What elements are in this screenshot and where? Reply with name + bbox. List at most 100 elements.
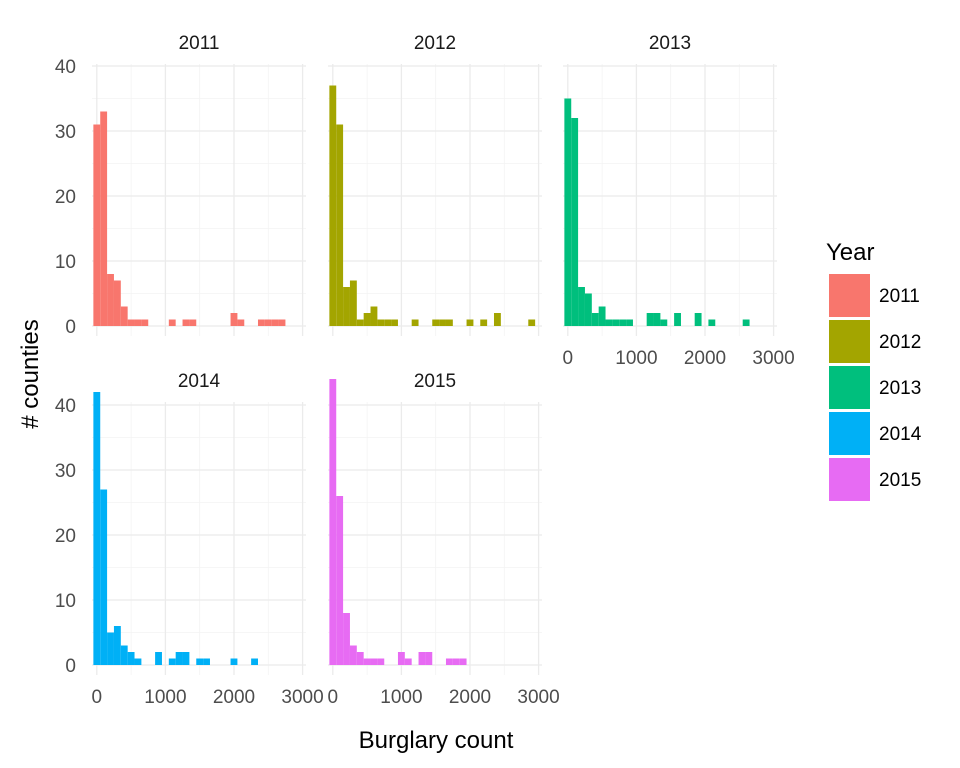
histogram-bar (363, 313, 371, 326)
histogram-bar (397, 652, 405, 665)
x-tick-label: 3000 (752, 348, 794, 369)
histogram-bar (445, 658, 453, 665)
histogram-bar (155, 652, 162, 665)
histogram-bar (480, 319, 488, 326)
histogram-bar (278, 319, 286, 326)
histogram-bar (356, 652, 364, 665)
facet-panel-2011: 2011 0 10 20 30 40 (55, 33, 306, 338)
legend-key-label: 2011 (879, 286, 920, 307)
histogram-bar (445, 319, 453, 326)
histogram-bar (363, 658, 371, 665)
histogram-bar (578, 287, 585, 326)
histogram-bar (452, 658, 460, 665)
histogram-bar (564, 98, 572, 326)
histogram-bar (384, 319, 392, 326)
histogram-bar (493, 313, 501, 326)
histogram-bar (674, 313, 681, 326)
x-tick-label: 3000 (517, 687, 559, 708)
legend-key-label: 2013 (879, 378, 921, 399)
histogram-bar (120, 306, 128, 326)
x-tick-label: 0 (328, 687, 339, 708)
y-axis-title: # counties (17, 319, 44, 428)
legend-key-swatch (829, 274, 870, 317)
histogram-bar (134, 319, 142, 326)
histogram-bar (251, 658, 258, 665)
y-tick-label: 20 (55, 526, 76, 547)
y-tick-label: 30 (55, 461, 76, 482)
legend: Year 2011 2012 2013 2014 2015 (826, 239, 922, 501)
x-tick-label: 0 (92, 687, 103, 708)
y-tick-label: 20 (55, 187, 76, 208)
histogram-bar (175, 652, 183, 665)
histogram-bar (182, 652, 190, 665)
x-tick-label: 2000 (684, 348, 726, 369)
histogram-bar (694, 313, 702, 326)
histogram-bar (377, 658, 385, 665)
histogram-bar (411, 319, 419, 326)
histogram-bar (336, 124, 344, 326)
legend-key-swatch (829, 458, 870, 501)
histogram-bar (100, 111, 108, 326)
histogram-bar (528, 319, 536, 326)
y-tick-label: 40 (55, 396, 76, 417)
histogram-bar (571, 118, 579, 326)
histogram-bar (377, 319, 385, 326)
legend-key-label: 2015 (879, 470, 921, 491)
histogram-bar (113, 626, 121, 665)
histogram-bar (127, 319, 135, 326)
histogram-bar (203, 658, 210, 665)
x-axis-title: Burglary count (359, 727, 514, 754)
facet-strip-label: 2014 (178, 371, 221, 392)
histogram-bar (237, 319, 245, 326)
histogram-bar (107, 274, 114, 326)
histogram-bar (93, 124, 101, 326)
y-tick-label: 30 (55, 122, 76, 143)
y-tick-label: 10 (55, 591, 76, 612)
x-tick-label: 3000 (281, 687, 323, 708)
histogram-bar (439, 319, 446, 326)
legend-key-label: 2012 (879, 332, 921, 353)
y-tick-label: 40 (55, 57, 76, 78)
facet-panel-2012: 2012 (328, 33, 542, 336)
histogram-bar (626, 319, 633, 326)
legend-key-label: 2014 (879, 424, 922, 445)
histogram-bar (653, 313, 661, 326)
histogram-bar (349, 280, 357, 326)
facet-panel-2014: 2014 0 10 20 30 40 0 1000 2000 3000 (55, 371, 324, 708)
histogram-bar (230, 313, 238, 326)
histogram-bar (742, 319, 750, 326)
x-tick-label: 1000 (144, 687, 186, 708)
histogram-bar (134, 658, 142, 665)
facet-strip-label: 2015 (414, 371, 456, 392)
histogram-bar (404, 658, 412, 665)
y-tick-label: 0 (65, 317, 76, 338)
x-tick-label: 1000 (615, 348, 657, 369)
legend-key-swatch (829, 366, 870, 409)
histogram-bar (93, 392, 101, 665)
histogram-bar (356, 319, 364, 326)
histogram-bar (612, 319, 620, 326)
histogram-bar (425, 652, 433, 665)
histogram-bar (708, 319, 716, 326)
histogram-bar (168, 658, 176, 665)
histogram-bar (343, 287, 350, 326)
histogram-bar (271, 319, 279, 326)
histogram-bar (113, 280, 121, 326)
histogram-bar (107, 632, 114, 665)
x-tick-label: 1000 (380, 687, 422, 708)
legend-key-swatch (829, 412, 870, 455)
histogram-bar (605, 319, 613, 326)
histogram-bar (591, 313, 599, 326)
histogram-bar (120, 645, 128, 665)
facet-strip-label: 2012 (414, 33, 456, 54)
histogram-bar (336, 496, 344, 665)
histogram-bar (370, 658, 378, 665)
histogram-bar (329, 85, 337, 326)
histogram-bar (349, 645, 357, 665)
histogram-bar (196, 658, 204, 665)
histogram-bar (391, 319, 398, 326)
histogram-bar (432, 319, 440, 326)
x-tick-label: 2000 (213, 687, 255, 708)
